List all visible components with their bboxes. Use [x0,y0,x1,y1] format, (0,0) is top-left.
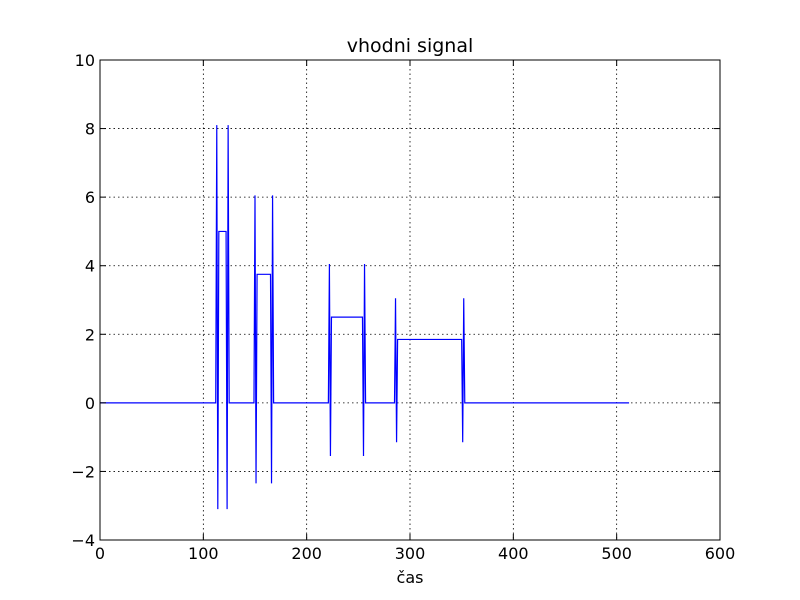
grid-lines [100,60,720,540]
x-axis-label: čas [397,568,424,587]
y-tick-label: −4 [71,531,95,550]
y-tick-label: 4 [85,257,95,276]
x-tick-label: 400 [498,544,529,563]
x-tick-label: 100 [188,544,219,563]
tick-labels: 0 100 200 300 400 500 600 −4 −2 0 2 4 6 8 10 [71,51,735,563]
series-layer [100,125,630,510]
y-tick-label: 6 [85,188,95,207]
chart-title: vhodni signal [347,35,474,57]
signal-line [100,125,630,510]
y-tick-label: 0 [85,394,95,413]
axis-ticks [99,59,721,541]
x-tick-label: 300 [395,544,426,563]
y-tick-label: 10 [75,51,95,70]
y-tick-label: 2 [85,325,95,344]
y-tick-label: 8 [85,120,95,139]
y-tick-label: −2 [71,462,95,481]
x-tick-label: 600 [705,544,736,563]
x-tick-label: 0 [95,544,105,563]
x-tick-label: 500 [601,544,632,563]
x-tick-label: 200 [291,544,322,563]
